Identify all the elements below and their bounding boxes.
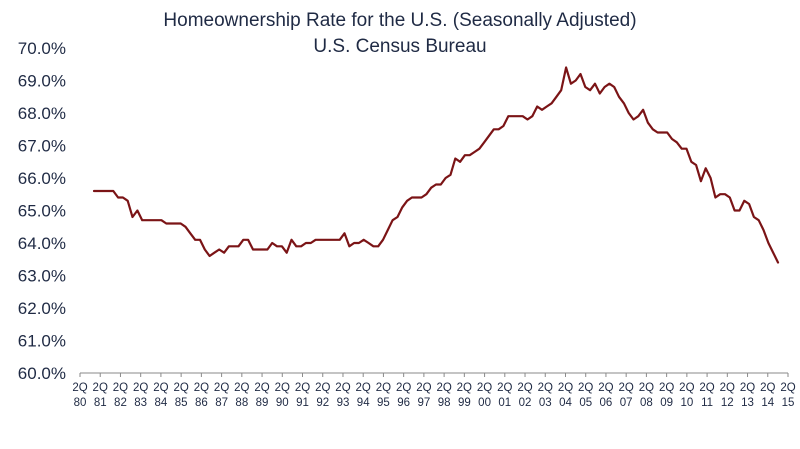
x-tick-label-quarter: 2Q: [315, 382, 330, 394]
x-tick-label-year: 83: [134, 397, 147, 409]
x-tick-label-quarter: 2Q: [517, 382, 532, 394]
y-tick-label: 68.0%: [18, 104, 66, 123]
x-tick-label-year: 11: [701, 397, 713, 409]
x-tick-label-quarter: 2Q: [93, 382, 108, 394]
x-tick-label-year: 84: [155, 397, 168, 409]
x-tick-label-year: 81: [94, 397, 107, 409]
x-tick-label-year: 14: [761, 397, 774, 409]
y-tick-label: 65.0%: [18, 202, 66, 221]
x-tick-label-year: 12: [721, 397, 734, 409]
x-tick-label-year: 04: [559, 397, 572, 409]
x-tick-label-quarter: 2Q: [214, 382, 229, 394]
x-tick-label-quarter: 2Q: [578, 382, 593, 394]
x-tick-label-year: 03: [539, 397, 552, 409]
x-tick-label-quarter: 2Q: [598, 382, 613, 394]
x-tick-label-quarter: 2Q: [477, 382, 492, 394]
y-tick-label: 63.0%: [18, 267, 66, 286]
y-tick-label: 66.0%: [18, 169, 66, 188]
y-tick-label: 61.0%: [18, 332, 66, 351]
x-tick-label-year: 97: [417, 397, 430, 409]
x-tick-label-year: 05: [579, 397, 592, 409]
x-tick-label-year: 96: [397, 397, 410, 409]
y-tick-label: 69.0%: [18, 72, 66, 91]
y-tick-label: 67.0%: [18, 137, 66, 156]
x-tick-label-quarter: 2Q: [436, 382, 451, 394]
x-tick-label-quarter: 2Q: [720, 382, 735, 394]
y-tick-label: 62.0%: [18, 299, 66, 318]
x-tick-label-quarter: 2Q: [234, 382, 249, 394]
x-tick-label-year: 91: [296, 397, 309, 409]
x-tick-label-quarter: 2Q: [295, 382, 310, 394]
y-tick-label: 70.0%: [18, 39, 66, 58]
x-tick-label-year: 87: [215, 397, 228, 409]
x-tick-label-quarter: 2Q: [760, 382, 775, 394]
x-tick-label-year: 85: [175, 397, 188, 409]
x-tick-label-year: 10: [680, 397, 693, 409]
x-tick-label-quarter: 2Q: [699, 382, 714, 394]
x-tick-label-quarter: 2Q: [335, 382, 350, 394]
x-tick-label-quarter: 2Q: [457, 382, 472, 394]
x-tick-label-quarter: 2Q: [72, 382, 87, 394]
chart-title: Homeownership Rate for the U.S. (Seasona…: [163, 10, 637, 31]
x-tick-label-year: 86: [195, 397, 208, 409]
chart-subtitle: U.S. Census Bureau: [313, 36, 487, 57]
x-tick-label-quarter: 2Q: [659, 382, 674, 394]
x-tick-label-year: 94: [357, 397, 370, 409]
x-tick-label-quarter: 2Q: [194, 382, 209, 394]
x-tick-label-quarter: 2Q: [497, 382, 512, 394]
x-tick-label-quarter: 2Q: [113, 382, 128, 394]
x-tick-label-quarter: 2Q: [618, 382, 633, 394]
x-tick-label-year: 09: [660, 397, 673, 409]
x-tick-label-year: 07: [620, 397, 633, 409]
x-tick-label-year: 90: [276, 397, 289, 409]
x-tick-label-year: 08: [640, 397, 653, 409]
x-tick-label-quarter: 2Q: [679, 382, 694, 394]
y-tick-label: 64.0%: [18, 234, 66, 253]
x-tick-label-year: 82: [114, 397, 127, 409]
x-tick-label-year: 01: [498, 397, 511, 409]
x-tick-label-year: 06: [600, 397, 613, 409]
x-tick-label-quarter: 2Q: [173, 382, 188, 394]
x-tick-label-year: 80: [74, 397, 87, 409]
x-tick-label-quarter: 2Q: [133, 382, 148, 394]
x-tick-label-quarter: 2Q: [780, 382, 795, 394]
x-tick-label-year: 00: [478, 397, 491, 409]
x-tick-label-quarter: 2Q: [275, 382, 290, 394]
x-tick-label-quarter: 2Q: [740, 382, 755, 394]
x-tick-label-quarter: 2Q: [396, 382, 411, 394]
x-tick-label-quarter: 2Q: [254, 382, 269, 394]
x-tick-label-year: 02: [519, 397, 532, 409]
x-tick-label-quarter: 2Q: [356, 382, 371, 394]
y-tick-label: 60.0%: [18, 364, 66, 383]
x-tick-label-year: 92: [316, 397, 329, 409]
x-tick-label-year: 93: [337, 397, 350, 409]
x-tick-label-year: 99: [458, 397, 471, 409]
x-tick-label-quarter: 2Q: [153, 382, 168, 394]
x-tick-label-year: 15: [782, 397, 795, 409]
x-tick-label-quarter: 2Q: [416, 382, 431, 394]
x-tick-label-year: 89: [256, 397, 269, 409]
x-tick-label-quarter: 2Q: [639, 382, 654, 394]
x-tick-label-year: 98: [438, 397, 451, 409]
x-tick-label-year: 13: [741, 397, 754, 409]
x-tick-label-quarter: 2Q: [558, 382, 573, 394]
x-tick-label-year: 88: [235, 397, 248, 409]
series-line-0: [92, 66, 780, 264]
x-tick-label-quarter: 2Q: [376, 382, 391, 394]
x-tick-label-year: 95: [377, 397, 390, 409]
x-tick-label-quarter: 2Q: [538, 382, 553, 394]
